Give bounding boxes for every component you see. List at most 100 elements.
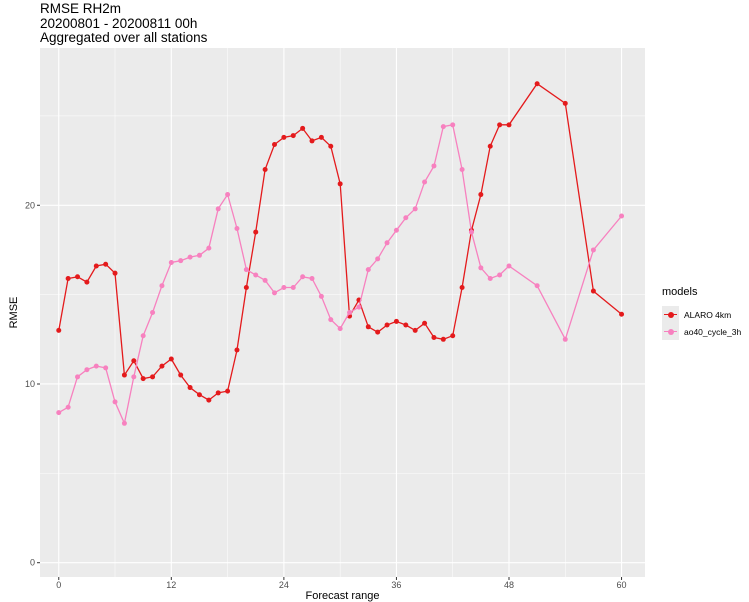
data-point <box>243 267 249 273</box>
data-point <box>84 367 90 373</box>
legend-label-alaro: ALARO 4km <box>684 309 732 320</box>
data-point <box>150 310 156 315</box>
data-point <box>393 227 399 233</box>
data-point <box>318 134 324 140</box>
data-point <box>271 290 277 296</box>
data-point <box>440 336 446 342</box>
y-axis-title: RMSE <box>8 297 20 329</box>
data-point <box>168 356 174 362</box>
data-point <box>487 276 493 282</box>
series-ao40 <box>56 122 625 426</box>
x-tick-label: 0 <box>56 580 61 590</box>
data-point <box>384 322 390 328</box>
data-point <box>478 192 484 198</box>
data-point <box>140 376 146 382</box>
data-point <box>206 397 212 403</box>
data-point <box>103 261 109 267</box>
data-point <box>187 254 193 260</box>
data-point <box>337 326 343 332</box>
chart-title: RMSE RH2m <box>40 1 122 16</box>
x-tick-label: 12 <box>166 580 176 590</box>
data-point <box>590 288 596 294</box>
data-point <box>262 277 268 283</box>
data-point <box>337 181 343 187</box>
data-point <box>206 245 212 251</box>
legend-title: models <box>662 286 698 298</box>
data-point <box>93 263 99 269</box>
legend-item-alaro: ALARO 4km <box>662 306 741 323</box>
data-point <box>534 81 540 87</box>
chart-title-block: RMSE RH2m 20200801 - 20200811 00h Aggreg… <box>40 1 207 46</box>
data-point <box>384 240 390 246</box>
data-point <box>347 310 353 315</box>
data-point <box>300 274 306 280</box>
data-point <box>290 133 296 139</box>
data-point <box>112 399 118 405</box>
data-point <box>159 283 165 289</box>
data-point <box>225 388 231 394</box>
data-point <box>422 320 428 326</box>
data-point <box>309 138 315 144</box>
data-point <box>412 206 418 212</box>
data-point <box>300 125 306 131</box>
data-point <box>403 215 409 221</box>
data-point <box>159 363 165 369</box>
data-point <box>56 327 62 333</box>
x-tick-label: 36 <box>391 580 401 590</box>
y-tick-label: 10 <box>25 379 35 389</box>
data-point <box>450 333 456 339</box>
data-point <box>365 324 371 330</box>
data-point <box>131 374 137 380</box>
data-point <box>487 143 493 149</box>
chart-subtitle: 20200801 - 20200811 00h <box>40 15 198 31</box>
data-point <box>290 284 296 290</box>
data-point <box>131 358 137 364</box>
data-point <box>619 311 625 317</box>
data-point <box>196 392 202 398</box>
data-point <box>262 167 268 173</box>
legend-key-alaro <box>662 306 679 323</box>
data-point <box>178 258 184 264</box>
legend-item-ao40: ao40_cycle_3h <box>662 323 741 340</box>
data-point <box>309 276 315 282</box>
data-point <box>56 410 62 416</box>
data-point <box>506 263 512 269</box>
data-point <box>168 259 174 265</box>
series-alaro <box>56 81 625 403</box>
data-point <box>112 270 118 276</box>
data-point <box>431 163 437 169</box>
y-tick-label: 0 <box>30 558 35 568</box>
x-tick-label: 48 <box>504 580 514 590</box>
data-point <box>365 267 371 273</box>
data-point <box>468 229 474 235</box>
data-point <box>422 179 428 185</box>
data-point <box>328 143 334 149</box>
data-point <box>196 252 202 258</box>
x-tick-label: 60 <box>617 580 627 590</box>
data-point <box>234 347 240 353</box>
legend: models ALARO 4km ao40_cycle_3h <box>662 286 741 340</box>
data-point <box>328 317 334 323</box>
x-tick-label: 24 <box>279 580 289 590</box>
data-point <box>65 404 71 410</box>
data-point <box>356 304 362 310</box>
data-point <box>375 256 381 262</box>
data-point <box>93 363 99 369</box>
data-point <box>178 372 184 378</box>
data-point <box>590 247 596 253</box>
plot-panel <box>40 48 645 577</box>
data-point <box>440 124 446 130</box>
data-point <box>243 284 249 290</box>
data-point <box>403 322 409 328</box>
legend-key-ao40 <box>662 323 679 340</box>
data-point <box>281 134 287 140</box>
data-point <box>215 390 221 396</box>
data-point <box>121 420 127 426</box>
data-point <box>84 279 90 285</box>
data-point <box>225 192 231 198</box>
data-point <box>121 372 127 378</box>
data-point <box>271 142 277 148</box>
data-point <box>253 272 259 278</box>
data-point <box>215 206 221 212</box>
